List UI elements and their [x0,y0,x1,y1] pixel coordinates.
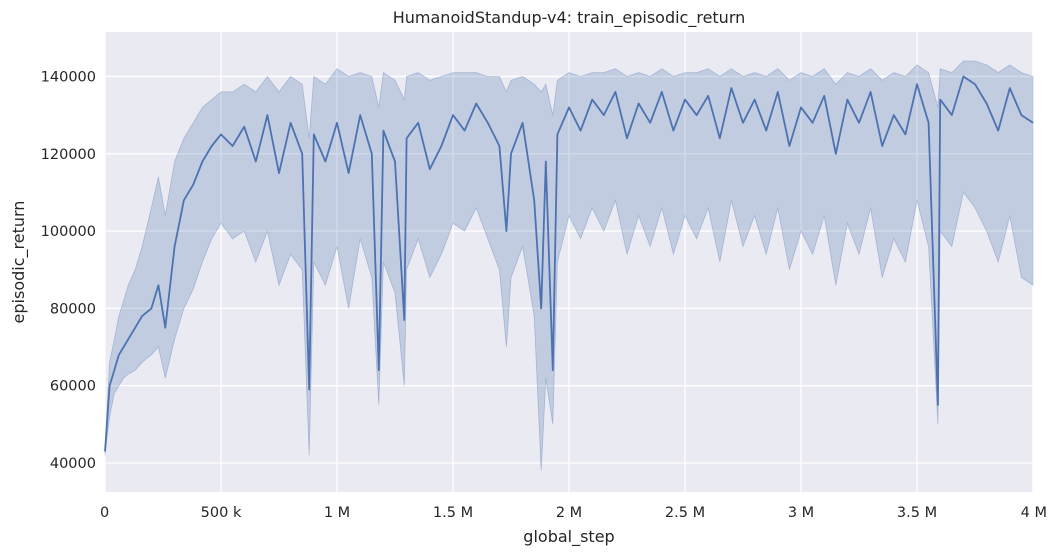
grid-lines [104,32,1034,492]
y-tick-label: 40000 [50,456,96,472]
chart-title: HumanoidStandup-v4: train_episodic_retur… [393,8,746,28]
x-tick-label: 3.5 M [897,505,937,521]
x-tick-label: 2 M [556,505,582,521]
y-tick-label: 140000 [41,69,96,85]
x-tick-label: 500 k [201,505,242,521]
x-tick-label: 0 [100,505,109,521]
x-tick-label: 4 M [1021,505,1047,521]
x-tick-label: 1.5 M [433,505,473,521]
x-tick-labels: 0 500 k 1 M 1.5 M 2 M 2.5 M 3 M 3.5 M 4 M [100,505,1047,521]
y-axis-label: episodic_return [9,201,29,324]
y-tick-labels: 40000 60000 80000 100000 120000 140000 [41,69,96,472]
y-tick-label: 80000 [50,301,96,317]
y-tick-label: 120000 [41,147,96,163]
confidence-band [104,60,1034,471]
x-tick-label: 1 M [324,505,350,521]
x-tick-label: 3 M [788,505,814,521]
y-tick-label: 100000 [41,224,96,240]
series-line [104,75,1034,452]
x-tick-label: 2.5 M [665,505,705,521]
y-tick-label: 60000 [50,379,96,395]
x-axis-label: global_step [523,527,614,547]
